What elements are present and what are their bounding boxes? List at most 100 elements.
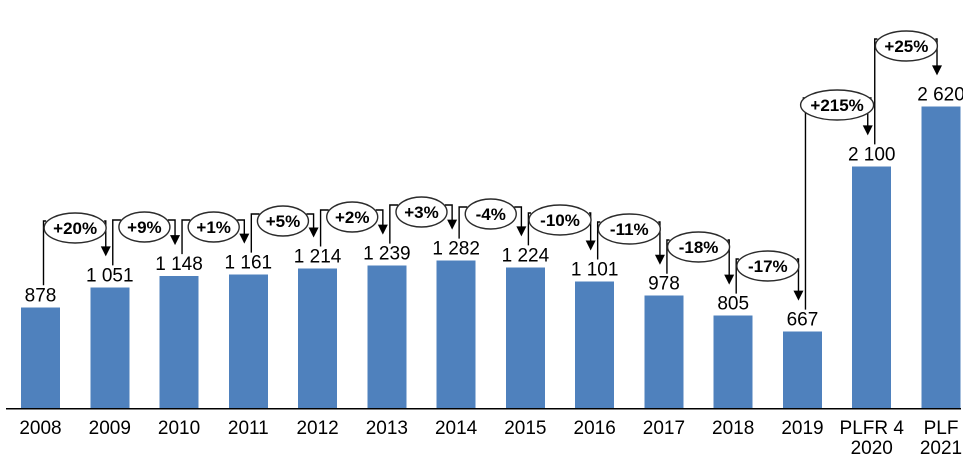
connector-line-to [589, 212, 592, 244]
arrow-down-icon [724, 274, 735, 285]
arrow-down-icon [654, 254, 665, 265]
x-axis-label-2015: 2015 [504, 418, 546, 439]
connector-line-to [104, 220, 107, 250]
pct-bubble-ellipse [464, 198, 517, 230]
pct-change-bubble-25: +25% [874, 30, 939, 62]
change-connector-2009-to-2010 [112, 219, 181, 266]
bar-2011 [228, 274, 268, 409]
bar-value-label-2016: 1 101 [571, 260, 619, 281]
x-axis-label-2011: 2011 [228, 418, 269, 439]
bar-value-label-2015: 1 224 [502, 245, 550, 266]
connector-line-to [167, 219, 176, 239]
pct-bubble-ellipse [874, 30, 939, 62]
bar-plfr-4-2020 [852, 166, 892, 409]
bar-value-label-2019: 667 [787, 310, 819, 331]
x-axis-label-2013: 2013 [366, 418, 408, 439]
bar-value-label-plf-2021: 2 620 [917, 84, 963, 105]
x-axis-label-2019: 2019 [781, 418, 823, 439]
connector-line-from [527, 212, 532, 246]
bar-value-label-2013: 1 239 [363, 244, 411, 265]
connector-line-from [874, 38, 878, 145]
bar-2010 [159, 276, 199, 409]
x-axis-label-2009: 2009 [89, 418, 131, 439]
arrow-down-icon [377, 224, 388, 235]
pct-change-label: +9% [127, 218, 162, 237]
pct-change-bubble-5: +5% [256, 205, 310, 237]
x-axis-label-plf-2021: PLF [924, 418, 959, 439]
connector-line-from [596, 221, 601, 260]
pct-change-bubble-3: +3% [395, 196, 448, 228]
arrow-down-icon [170, 235, 181, 246]
x-axis-label-2014: 2014 [435, 418, 478, 439]
connector-line-from [458, 206, 468, 239]
arrow-down-icon [932, 65, 943, 76]
connector-line-from [181, 219, 191, 255]
pct-bubble-ellipse [528, 204, 592, 236]
pct-change-label: +3% [404, 203, 439, 222]
pct-bubble-ellipse [256, 205, 310, 237]
pct-bubble-ellipse [395, 196, 448, 228]
pct-change-bubble-4: -4% [464, 198, 517, 230]
bar-value-label-2011: 1 161 [225, 253, 273, 274]
pct-bubble-ellipse [118, 211, 171, 243]
bar-2014 [436, 260, 476, 409]
pct-change-label: -18% [679, 238, 719, 257]
bar-value-label-plfr-4-2020: 2 100 [848, 144, 896, 165]
pct-change-label: -10% [540, 211, 580, 230]
pct-change-label: +20% [53, 219, 97, 238]
change-connector-2017-to-2018 [666, 239, 735, 285]
change-connector-2012-to-2013 [319, 209, 388, 247]
arrow-down-icon [447, 219, 458, 230]
pct-change-bubble-11: -11% [597, 213, 661, 245]
pct-bubble-ellipse [43, 212, 107, 244]
pct-change-bubble-1: +1% [187, 211, 240, 243]
bar-2019 [782, 331, 822, 409]
change-connector-2014-to-2015 [458, 206, 527, 239]
x-axis-label-plfr-4-2020: PLFR 4 [840, 418, 905, 439]
pct-change-bubble-20: +20% [43, 212, 107, 244]
connector-line-to [935, 38, 938, 69]
bar-2017 [644, 295, 684, 409]
pct-change-bubble-9: +9% [118, 211, 171, 243]
arrow-down-icon [793, 290, 804, 301]
change-connector-2018-to-2019 [735, 258, 804, 301]
pct-change-bubble-18: -18% [666, 231, 731, 263]
connector-line-to [514, 206, 523, 230]
bar-value-label-2009: 1 051 [86, 265, 134, 286]
pct-bubble-ellipse [187, 211, 240, 243]
change-connector-2010-to-2011 [181, 219, 250, 255]
pct-change-label: -11% [610, 220, 649, 239]
arrow-down-icon [585, 240, 596, 251]
arrow-down-icon [100, 246, 111, 257]
x-axis-label-2012: 2012 [296, 418, 338, 439]
change-connector-2016-to-2017 [596, 221, 665, 265]
bar-2009 [90, 287, 130, 409]
x-axis-label-2008: 2008 [19, 418, 61, 439]
pct-change-bubble-215: +215% [799, 89, 875, 121]
pct-change-bubble-10: -10% [528, 204, 592, 236]
connector-line-from [735, 258, 739, 294]
bar-value-label-2008: 878 [25, 285, 57, 306]
connector-line-to [444, 204, 453, 223]
bar-value-label-2018: 805 [717, 294, 749, 315]
connector-line-to [237, 219, 246, 237]
connector-line-from [666, 239, 670, 274]
connector-line-from [42, 220, 47, 286]
connector-line-to [727, 239, 730, 278]
connector-line-to [306, 213, 315, 231]
arrow-down-icon [239, 233, 250, 244]
bar-value-label-2017: 978 [648, 274, 680, 295]
pct-change-label: +2% [335, 208, 370, 227]
x-axis-label-plfr-4-2020: 2020 [851, 438, 893, 459]
pct-change-label: +25% [884, 37, 928, 56]
x-axis-label-2018: 2018 [712, 418, 754, 439]
connector-line-from [112, 219, 121, 266]
x-axis-label-2010: 2010 [158, 418, 200, 439]
bar-2012 [298, 268, 338, 409]
pct-bubble-ellipse [736, 250, 800, 282]
arrow-down-icon [516, 226, 527, 237]
bar-2018 [713, 315, 753, 409]
pct-change-label: -4% [476, 205, 506, 224]
pct-change-bubble-17: -17% [736, 250, 800, 282]
